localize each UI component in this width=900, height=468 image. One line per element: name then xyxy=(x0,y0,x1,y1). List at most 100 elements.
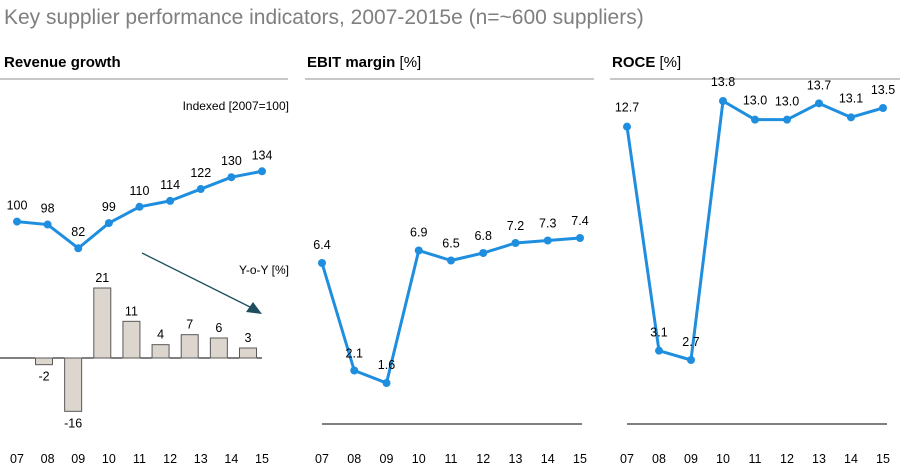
yoy-bar xyxy=(64,357,83,412)
revenue-x-tick: 07 xyxy=(10,452,24,466)
roce-point xyxy=(687,356,695,364)
ebit-point xyxy=(447,256,455,265)
trend-arrow-head xyxy=(246,302,262,314)
yoy-bar xyxy=(122,320,141,359)
roce-data-label: 2.7 xyxy=(682,335,699,349)
ebit-x-tick: 08 xyxy=(347,452,361,466)
ebit-panel-title: EBIT margin [%] xyxy=(307,54,421,71)
revenue-x-tick: 11 xyxy=(133,452,146,466)
ebit-data-label: 6.4 xyxy=(313,238,330,252)
roce-data-label: 12.7 xyxy=(615,101,639,115)
roce-x-tick: 15 xyxy=(876,452,890,466)
revenue-index-note: Indexed [2007=100] xyxy=(183,99,289,113)
revenue-point xyxy=(135,202,144,211)
ebit-data-label: 6.8 xyxy=(475,229,492,243)
revenue-x-tick: 12 xyxy=(163,452,177,466)
revenue-point xyxy=(43,220,52,229)
roce-data-label: 13.5 xyxy=(871,83,895,97)
revenue-point xyxy=(166,196,175,205)
roce-point xyxy=(783,115,791,124)
revenue-data-label: 100 xyxy=(7,199,28,213)
revenue-x-tick: 08 xyxy=(41,452,55,466)
ebit-point xyxy=(576,234,584,242)
revenue-point xyxy=(13,217,21,226)
yoy-data-label: 7 xyxy=(186,318,193,332)
page-title: Key supplier performance indicators, 200… xyxy=(4,6,644,29)
revenue-x-tick: 14 xyxy=(224,452,238,466)
revenue-data-label: 98 xyxy=(41,202,55,216)
roce-data-label: 3.1 xyxy=(650,326,667,340)
yoy-bar xyxy=(93,287,112,359)
roce-series: 12.7 3.1 2.7 13.8 13.0 13.0 13.7 13.1 13.5 xyxy=(615,75,895,364)
roce-x-tick: 08 xyxy=(652,452,666,466)
yoy-data-label: -2 xyxy=(38,370,49,384)
revenue-point xyxy=(104,219,113,228)
revenue-data-label: 134 xyxy=(252,148,273,162)
roce-data-label: 13.0 xyxy=(775,95,799,109)
roce-point xyxy=(847,113,855,122)
yoy-bar xyxy=(35,357,53,366)
roce-data-label: 13.7 xyxy=(807,78,831,92)
yoy-bars: -2 -16 21 11 4 7 6 3 xyxy=(35,271,257,430)
revenue-panel-title: Revenue growth xyxy=(4,54,121,71)
ebit-point xyxy=(543,236,552,245)
x-tick-labels: 07 08 09 10 11 12 13 14 15 07 08 09 10 11 12 13 14 15 07 08… xyxy=(10,452,890,466)
ebit-x-tick: 09 xyxy=(380,452,394,466)
ebit-data-label: 6.5 xyxy=(442,237,459,251)
ebit-data-label: 7.2 xyxy=(507,219,524,233)
roce-line xyxy=(625,99,884,362)
roce-point xyxy=(719,97,727,105)
revenue-x-tick: 15 xyxy=(255,452,269,466)
yoy-bar xyxy=(209,337,228,359)
revenue-data-label: 114 xyxy=(160,178,180,192)
ebit-point xyxy=(382,379,391,387)
roce-point xyxy=(751,115,759,124)
revenue-point xyxy=(196,185,205,194)
revenue-x-tick: 10 xyxy=(102,452,116,466)
roce-x-tick: 11 xyxy=(749,452,762,466)
ebit-point xyxy=(414,246,423,255)
yoy-data-label: 6 xyxy=(215,321,222,335)
ebit-data-label: 1.6 xyxy=(378,358,395,372)
roce-data-label: 13.1 xyxy=(839,91,863,105)
ebit-point xyxy=(511,239,520,247)
trend-arrow-line xyxy=(141,252,253,309)
revenue-point xyxy=(227,173,236,182)
roce-point xyxy=(815,99,823,108)
yoy-data-label: 3 xyxy=(245,331,252,345)
revenue-data-label: 110 xyxy=(130,184,150,198)
ebit-x-tick: 13 xyxy=(509,452,523,466)
roce-x-tick: 12 xyxy=(780,452,794,466)
roce-point xyxy=(623,122,631,131)
ebit-x-tick: 11 xyxy=(445,452,458,466)
yoy-data-label: 11 xyxy=(125,304,138,318)
ebit-x-tick: 10 xyxy=(412,452,426,466)
yoy-data-label: 21 xyxy=(95,271,109,285)
ebit-data-label: 6.9 xyxy=(410,226,427,240)
yoy-bar xyxy=(180,334,199,359)
ebit-data-label: 7.4 xyxy=(571,214,588,228)
ebit-x-tick: 07 xyxy=(315,452,329,466)
yoy-label: Y-o-Y [%] xyxy=(239,263,289,277)
roce-x-tick: 10 xyxy=(716,452,730,466)
roce-x-tick: 07 xyxy=(620,452,634,466)
ebit-series: 6.4 2.1 1.6 6.9 6.5 6.8 7.2 7.3 7.4 xyxy=(313,214,589,387)
roce-point xyxy=(655,346,663,355)
ebit-x-tick: 12 xyxy=(476,452,490,466)
revenue-data-label: 99 xyxy=(102,200,116,214)
revenue-series: 100 98 82 99 110 114 122 130 134 xyxy=(7,148,273,253)
revenue-point xyxy=(258,167,266,176)
yoy-bar xyxy=(239,347,257,359)
roce-x-tick: 14 xyxy=(844,452,858,466)
ebit-data-label: 2.1 xyxy=(346,347,363,361)
ebit-point xyxy=(350,366,359,375)
yoy-data-label: 4 xyxy=(157,328,164,342)
ebit-point xyxy=(318,259,326,267)
ebit-x-tick: 14 xyxy=(541,452,555,466)
ebit-x-tick: 15 xyxy=(573,452,587,466)
revenue-data-label: 122 xyxy=(190,166,211,180)
roce-data-label: 13.8 xyxy=(711,75,735,89)
revenue-x-tick: 13 xyxy=(194,452,208,466)
revenue-x-tick: 09 xyxy=(71,452,85,466)
